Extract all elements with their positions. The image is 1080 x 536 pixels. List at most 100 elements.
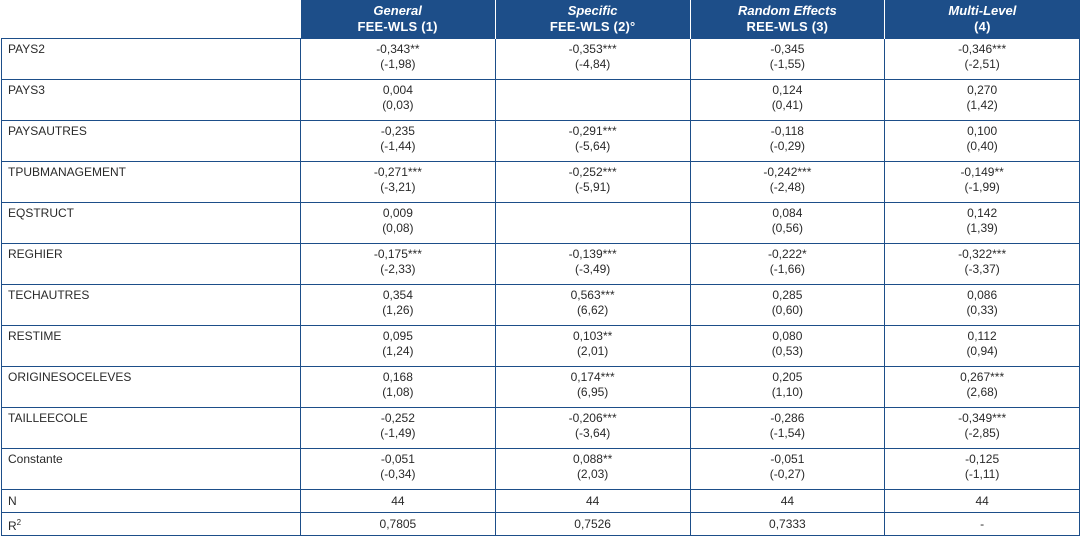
estimate-cell-model-2: -0,206*** (-3,64) xyxy=(494,407,691,449)
coefficient: 0,095 xyxy=(382,329,413,343)
t-statistic: (-1,99) xyxy=(964,180,1000,194)
coefficient: 0,205 xyxy=(772,370,803,384)
summary-value-model-4: 44 xyxy=(884,489,1080,513)
coefficient: -0,343** xyxy=(376,42,420,56)
table-row: ORIGINESOCELEVES 0,168 (1,08) 0,174*** (6,95… xyxy=(1,366,1080,408)
table-row: TECHAUTRES 0,354 (1,26) 0,563*** (6,62) 0,285… xyxy=(1,284,1080,326)
coefficient: 0,563*** xyxy=(570,288,615,302)
estimate-cell-model-2: -0,139*** (-3,49) xyxy=(494,243,691,285)
t-statistic: (-2,85) xyxy=(964,426,1000,440)
coefficient: -0,051 xyxy=(380,452,415,466)
estimate-cell-model-1: 0,354 (1,26) xyxy=(300,284,496,326)
coefficient: -0,149** xyxy=(960,165,1004,179)
coefficient: 0,103** xyxy=(572,329,613,343)
variable-name: REGHIER xyxy=(1,243,301,285)
estimate-cell-model-1: 0,168 (1,08) xyxy=(300,366,496,408)
coefficient: -0,322*** xyxy=(958,247,1007,261)
t-statistic: (-1,11) xyxy=(964,467,1000,481)
t-statistic: (6,95) xyxy=(576,385,609,399)
estimate-cell-model-4: 0,112 (0,94) xyxy=(884,325,1080,367)
t-statistic: (1,39) xyxy=(966,221,998,235)
estimate-cell-model-2: 0,563*** (6,62) xyxy=(494,284,691,326)
estimate-cell-model-3: -0,242*** (-2,48) xyxy=(689,161,886,203)
estimate-cell-model-4: -0,349*** (-2,85) xyxy=(884,407,1080,449)
t-statistic: (1,26) xyxy=(382,303,414,317)
coefficient: 0,174*** xyxy=(570,370,615,384)
coefficient: 0,354 xyxy=(382,288,413,302)
table-row: PAYS3 0,004 (0,03) 0,124 (0,41) 0,270 (1,42) xyxy=(1,79,1080,121)
estimate-cell-model-4: 0,270 (1,42) xyxy=(884,79,1080,121)
table-row: PAYSAUTRES -0,235 (-1,44) -0,291*** (-5,64) -… xyxy=(1,120,1080,162)
coefficient: -0,139*** xyxy=(568,247,617,261)
table-row: REGHIER -0,175*** (-2,33) -0,139*** (-3,49) -… xyxy=(1,243,1080,285)
estimate-cell-model-3: 0,084 (0,56) xyxy=(689,202,886,244)
t-statistic: (-3,37) xyxy=(964,262,1000,276)
t-statistic: (0,56) xyxy=(771,221,804,235)
estimate-cell-model-1: 0,009 (0,08) xyxy=(300,202,496,244)
coefficient: -0,252*** xyxy=(568,165,617,179)
coefficient: -0,346*** xyxy=(958,42,1007,56)
t-statistic: (2,01) xyxy=(576,344,609,358)
summary-row: R2 0,7805 0,7526 0,7333- xyxy=(1,512,1080,536)
estimate-cell-model-3: -0,286 (-1,54) xyxy=(689,407,886,449)
t-statistic: (-0,34) xyxy=(380,467,416,481)
estimate-cell-model-2: -0,252*** (-5,91) xyxy=(494,161,691,203)
estimate-cell-model-3: 0,124 (0,41) xyxy=(689,79,886,121)
coefficient: -0,286 xyxy=(770,411,805,425)
summary-row: N 44 44 44 44 xyxy=(1,489,1080,513)
t-statistic: (0,53) xyxy=(771,344,804,358)
estimate-cell-model-2: 0,174*** (6,95) xyxy=(494,366,691,408)
t-statistic: (-5,64) xyxy=(574,139,611,153)
coefficient: 0,285 xyxy=(772,288,803,302)
header-model-1-estimator: FEE-WLS (1) xyxy=(357,19,438,34)
t-statistic: (-2,51) xyxy=(964,57,1000,71)
summary-label-text: N xyxy=(8,493,17,508)
estimate-cell-model-1: -0,175*** (-2,33) xyxy=(300,243,496,285)
coefficient: -0,353*** xyxy=(568,42,617,56)
table-row: TPUBMANAGEMENT -0,271*** (-3,21) -0,252***(… xyxy=(1,161,1080,203)
t-statistic: (-2,48) xyxy=(769,180,806,194)
t-statistic: (-3,49) xyxy=(574,262,611,276)
t-statistic: (0,94) xyxy=(966,344,998,358)
t-statistic: (-4,84) xyxy=(574,57,611,71)
t-statistic: (-1,54) xyxy=(769,426,806,440)
t-statistic: (2,68) xyxy=(966,385,998,399)
header-model-2: Specific FEE-WLS (2)° xyxy=(495,0,691,39)
t-statistic: (-0,29) xyxy=(769,139,806,153)
header-blank-cell xyxy=(1,0,301,39)
coefficient: -0,051 xyxy=(770,452,805,466)
summary-value-model-2: 0,7526 xyxy=(494,512,691,536)
summary-value-model-2: 44 xyxy=(494,489,691,513)
variable-name: EQSTRUCT xyxy=(1,202,301,244)
summary-value-model-3: 44 xyxy=(689,489,886,513)
estimate-cell-model-1: 0,004 (0,03) xyxy=(300,79,496,121)
variable-name: PAYS3 xyxy=(1,79,301,121)
table-row: RESTIME 0,095 (1,24) 0,103** (2,01) 0,080 (0,5… xyxy=(1,325,1080,367)
coefficient: 0,267*** xyxy=(960,370,1005,384)
estimate-cell-model-1: -0,051 (-0,34) xyxy=(300,448,496,490)
estimate-cell-model-3: -0,345 (-1,55) xyxy=(689,38,886,80)
variable-name: PAYSAUTRES xyxy=(1,120,301,162)
coefficient: 0,270 xyxy=(967,83,998,97)
estimate-cell-model-3: -0,051 (-0,27) xyxy=(689,448,886,490)
t-statistic: (1,42) xyxy=(966,98,998,112)
header-model-3-estimator: REE-WLS (3) xyxy=(746,19,829,34)
coefficient: 0,084 xyxy=(772,206,803,220)
table-body: PAYS2 -0,343** (-1,98) -0,353*** (-4,84) -0,3… xyxy=(1,38,1080,536)
coefficient: -0,125 xyxy=(965,452,1000,466)
t-statistic: (-1,49) xyxy=(380,426,416,440)
t-statistic: (-1,44) xyxy=(380,139,416,153)
estimate-cell-model-4: 0,267*** (2,68) xyxy=(884,366,1080,408)
table-row: TAILLEECOLE -0,252 (-1,49) -0,206*** (-3,64)… xyxy=(1,407,1080,449)
header-model-4-estimator: (4) xyxy=(974,19,991,34)
coefficient: 0,080 xyxy=(772,329,803,343)
estimate-cell-model-3: 0,205 (1,10) xyxy=(689,366,886,408)
summary-value-model-1: 0,7805 xyxy=(300,512,496,536)
t-statistic: (6,62) xyxy=(576,303,609,317)
variable-name: PAYS2 xyxy=(1,38,301,80)
t-statistic: (-5,91) xyxy=(574,180,611,194)
header-row: General FEE-WLS (1) Specific FEE-WLS (2)… xyxy=(1,0,1080,39)
coefficient: 0,100 xyxy=(967,124,998,138)
estimate-cell-model-3: -0,222* (-1,66) xyxy=(689,243,886,285)
